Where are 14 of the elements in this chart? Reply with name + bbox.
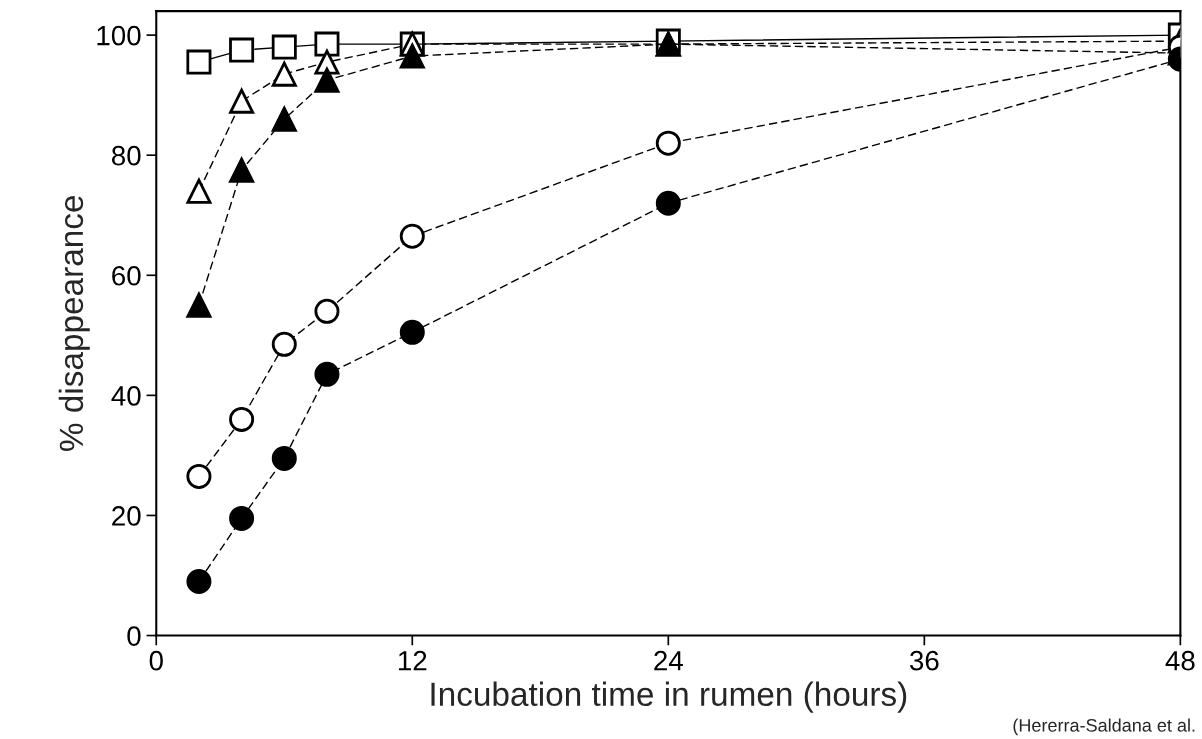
x-tick-label: 24 [654, 650, 683, 671]
y-tick-label: 40 [111, 386, 141, 406]
x-axis-title: Incubation time in rumen (hours) [431, 681, 907, 713]
x-tick-label: 0 [149, 650, 163, 671]
x-tick-label: 36 [909, 650, 939, 671]
x-tick-label: 48 [1165, 650, 1195, 671]
y-axis-title: % disappearance [58, 195, 90, 451]
y-tick-label: 60 [112, 265, 141, 286]
y-tick-label: 0 [127, 626, 141, 646]
y-tick-label: 80 [111, 145, 141, 166]
y-tick-label: 20 [112, 506, 141, 526]
y-tick-label: 100 [97, 25, 141, 46]
x-tick-label: 12 [398, 650, 427, 671]
text: (Hererra-Saldana et al. [1013, 718, 1195, 736]
